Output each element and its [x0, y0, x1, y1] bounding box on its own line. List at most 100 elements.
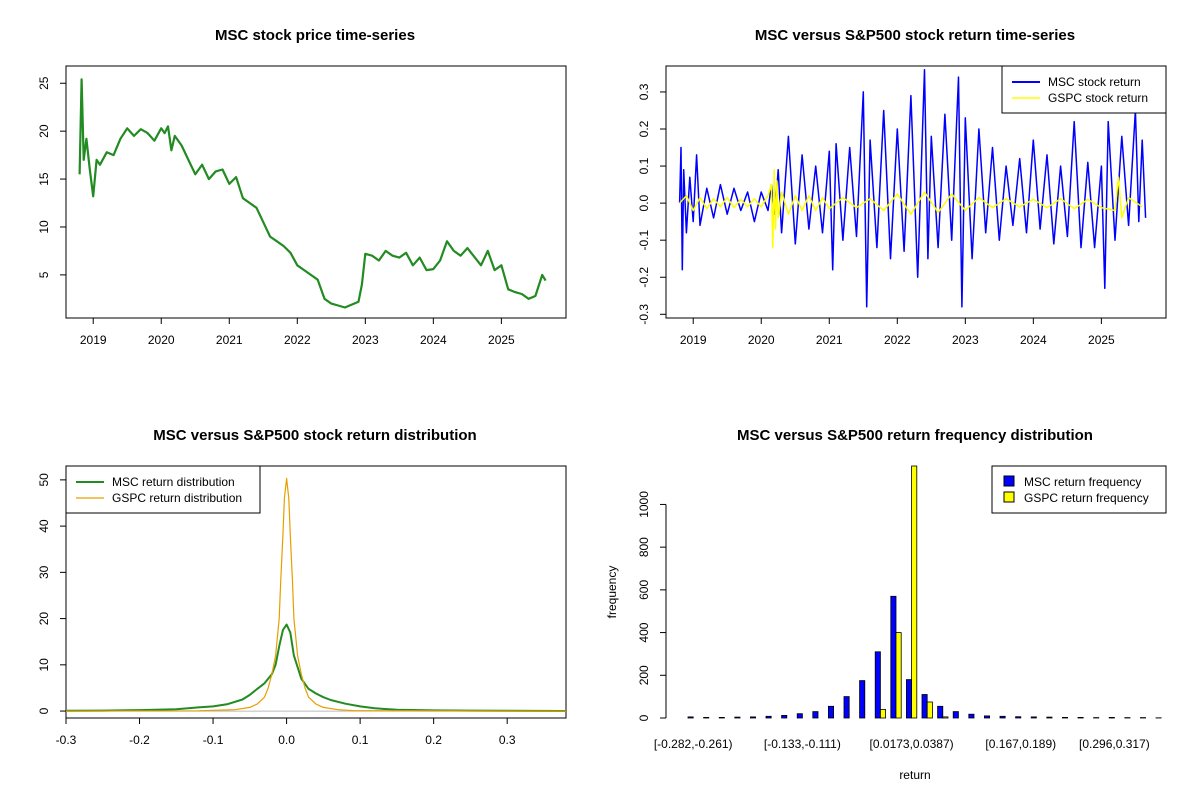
msc-price-line	[78, 78, 547, 309]
histogram-x-axis-label: return	[899, 768, 930, 782]
price-x-tick-label: 2019	[80, 333, 107, 347]
msc-frequency-bar	[828, 705, 835, 719]
gspc-frequency-bar	[926, 701, 933, 719]
gspc-return-line	[679, 169, 1143, 249]
histogram-category-label: [0.296,0.317)	[1079, 737, 1150, 751]
msc-frequency-bar	[968, 713, 975, 719]
histogram-category-label: [-0.133,-0.111)	[764, 737, 841, 751]
msc-frequency-bar	[1077, 717, 1084, 719]
histogram-y-tick-label: 200	[637, 665, 651, 685]
histogram-y-tick-label: 800	[637, 537, 651, 557]
returns-y-tick-label: 0.0	[637, 194, 651, 211]
msc-frequency-bar	[687, 716, 694, 719]
density-chart-title: MSC versus S&P500 stock return distribut…	[153, 427, 476, 444]
price-y-tick-label: 10	[37, 220, 51, 234]
density-x-tick-label: 0.2	[425, 733, 442, 747]
histogram-category-label: [0.0173,0.0387)	[870, 737, 954, 751]
msc-density-line	[65, 623, 567, 712]
density-x-tick-label: -0.3	[56, 733, 77, 747]
histogram-legend-label: MSC return frequency	[1024, 475, 1141, 489]
msc-frequency-bar	[1062, 717, 1069, 719]
price-y-tick-label: 25	[37, 76, 51, 90]
returns-x-tick-label: 2021	[816, 333, 843, 347]
gspc-density-line	[65, 477, 567, 712]
density-y-tick-label: 50	[37, 473, 51, 487]
msc-frequency-bar	[906, 679, 913, 719]
returns-x-tick-label: 2023	[952, 333, 979, 347]
returns-plot-frame	[665, 65, 1167, 319]
returns-legend-label: GSPC stock return	[1048, 91, 1148, 105]
density-x-tick-label: -0.1	[203, 733, 224, 747]
returns-y-tick-label: -0.3	[637, 304, 651, 325]
gspc-frequency-bar	[895, 632, 902, 719]
msc-frequency-bar	[796, 713, 803, 719]
returns-y-tick-label: -0.2	[637, 267, 651, 288]
returns-y-tick-label: 0.2	[637, 120, 651, 137]
density-y-tick-label: 40	[37, 519, 51, 533]
price-x-tick-label: 2021	[216, 333, 243, 347]
price-x-tick-label: 2024	[420, 333, 447, 347]
histogram-y-tick-label: 600	[637, 580, 651, 600]
returns-y-tick-label: 0.1	[637, 157, 651, 174]
msc-frequency-bar	[921, 694, 928, 719]
returns-x-tick-label: 2019	[680, 333, 707, 347]
price-plot-frame	[65, 65, 567, 319]
price-chart-title: MSC stock price time-series	[215, 27, 415, 44]
msc-frequency-bar	[1030, 716, 1037, 719]
msc-frequency-bar	[952, 711, 959, 719]
msc-frequency-bar	[812, 711, 819, 719]
msc-frequency-bar	[1108, 717, 1115, 719]
msc-frequency-bar	[1015, 716, 1022, 719]
histogram-category-label: [-0.282,-0.261)	[654, 737, 733, 751]
density-plot-frame	[65, 465, 567, 719]
msc-frequency-bar	[859, 680, 866, 719]
returns-chart-title: MSC versus S&P500 stock return time-seri…	[755, 27, 1075, 44]
msc-frequency-bar	[890, 595, 897, 719]
msc-frequency-bar	[874, 651, 881, 719]
density-x-tick-label: -0.2	[129, 733, 150, 747]
gspc-frequency-bar	[880, 709, 887, 719]
histogram-legend-box	[991, 465, 1167, 514]
returns-legend-label: MSC stock return	[1048, 75, 1141, 89]
returns-y-tick-label: 0.3	[637, 83, 651, 100]
gspc-frequency-bar	[942, 716, 949, 719]
histogram-chart-title: MSC versus S&P500 return frequency distr…	[737, 427, 1093, 444]
msc-frequency-bar	[999, 715, 1006, 719]
returns-legend-box	[1001, 65, 1167, 114]
msc-frequency-bar	[937, 705, 944, 719]
histogram-y-tick-label: 1000	[637, 491, 651, 518]
returns-x-tick-label: 2022	[884, 333, 911, 347]
histogram-legend-swatch	[1003, 491, 1015, 503]
price-x-tick-label: 2022	[284, 333, 311, 347]
histogram-y-axis-label: frequency	[605, 566, 619, 619]
returns-x-tick-label: 2024	[1020, 333, 1047, 347]
histogram-legend-label: GSPC return frequency	[1024, 491, 1149, 505]
price-x-tick-label: 2025	[488, 333, 515, 347]
histogram-y-tick-label: 400	[637, 622, 651, 642]
msc-frequency-bar	[718, 717, 725, 719]
density-legend-box	[65, 465, 261, 514]
msc-frequency-bar	[734, 716, 741, 719]
price-y-tick-label: 5	[37, 271, 51, 278]
density-x-tick-label: 0.1	[352, 733, 369, 747]
price-x-tick-label: 2020	[148, 333, 175, 347]
price-x-tick-label: 2023	[352, 333, 379, 347]
density-x-tick-label: 0.3	[499, 733, 516, 747]
msc-frequency-bar	[781, 715, 788, 719]
price-y-tick-label: 20	[37, 124, 51, 138]
msc-frequency-bar	[843, 696, 850, 719]
histogram-category-label: [0.167,0.189)	[985, 737, 1056, 751]
msc-frequency-bar	[703, 717, 710, 719]
price-y-tick-label: 15	[37, 172, 51, 186]
density-legend-label: GSPC return distribution	[112, 491, 242, 505]
msc-frequency-bar	[750, 716, 757, 719]
histogram-y-tick-label: 0	[637, 714, 651, 721]
gspc-frequency-bar	[911, 465, 918, 719]
msc-frequency-bar	[1046, 716, 1053, 719]
density-legend-label: MSC return distribution	[112, 475, 235, 489]
density-y-tick-label: 20	[37, 612, 51, 626]
density-y-tick-label: 0	[37, 707, 51, 714]
returns-x-tick-label: 2020	[748, 333, 775, 347]
msc-frequency-bar	[765, 715, 772, 719]
